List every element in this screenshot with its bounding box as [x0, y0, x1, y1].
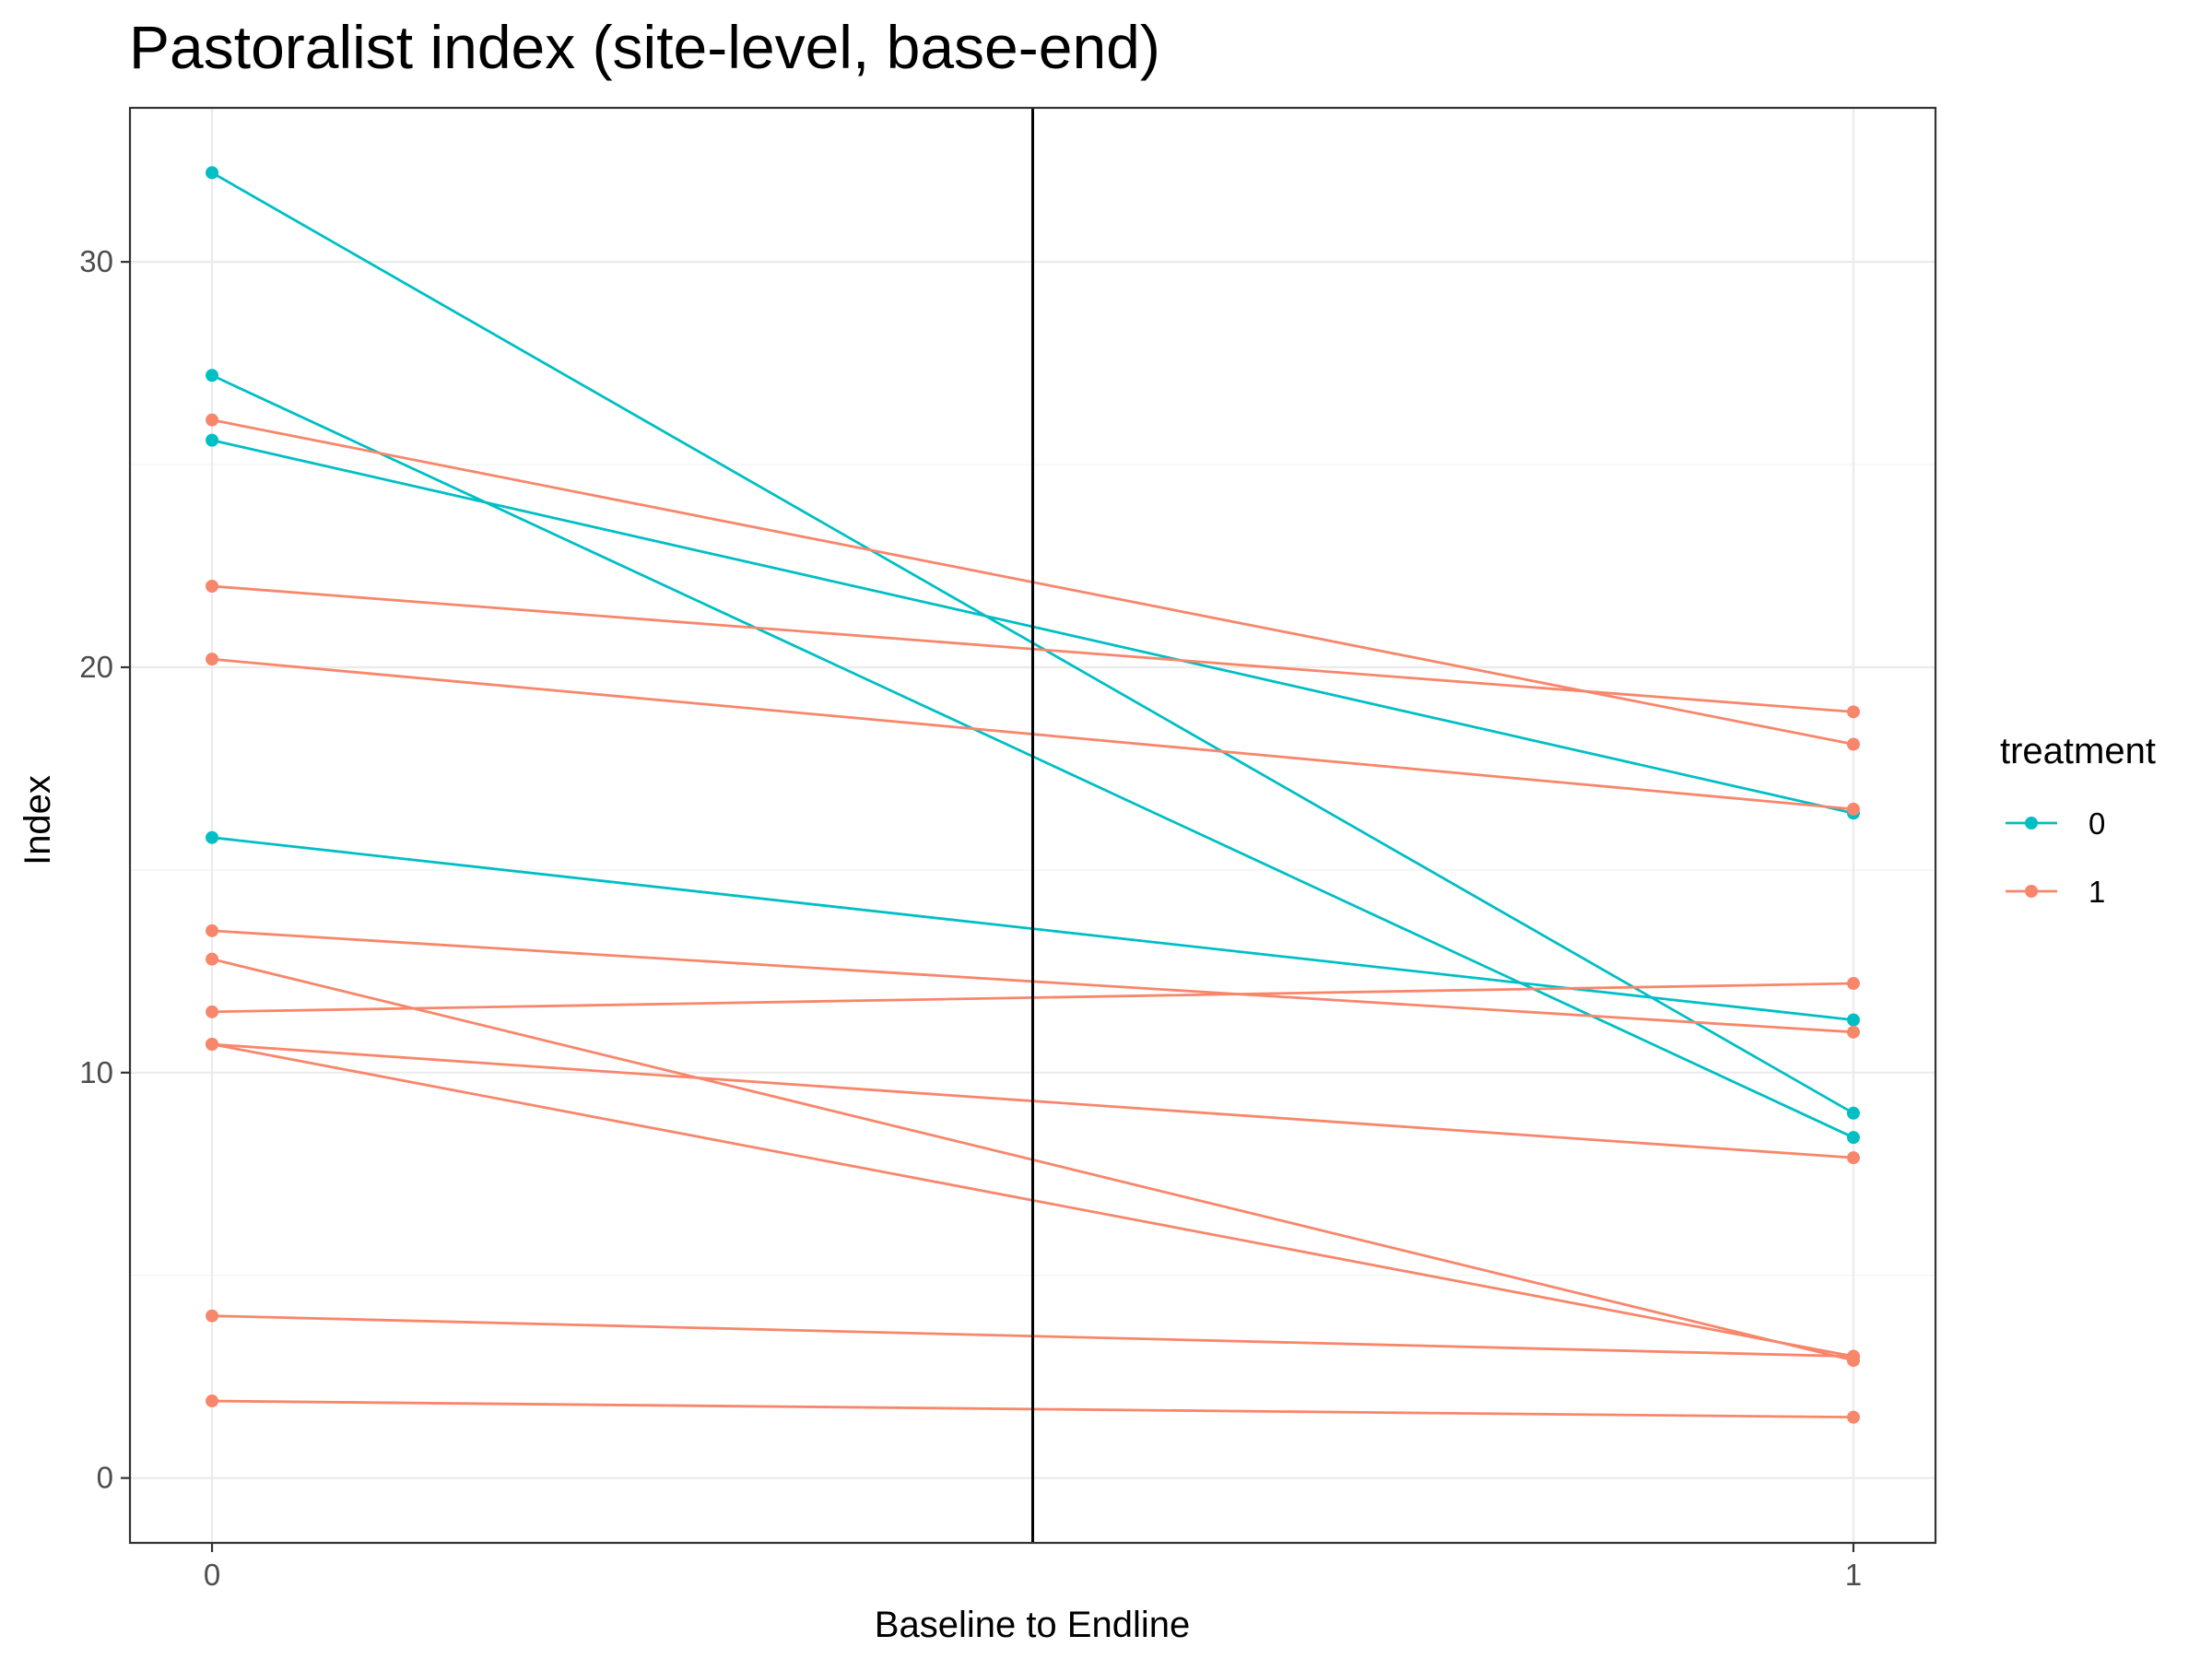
y-axis-title: Index	[18, 775, 58, 865]
points-treatment-1	[206, 413, 1860, 1424]
baseline-point	[206, 952, 219, 966]
legend-key-point	[2025, 885, 2038, 898]
chart-title: Pastoralist index (site-level, base-end)	[129, 13, 1160, 81]
endline-point	[1846, 1131, 1860, 1145]
legend: treatment 0 1	[2000, 731, 2156, 909]
baseline-point	[206, 580, 219, 593]
legend-key-point	[2025, 817, 2038, 830]
endline-point	[1846, 1410, 1860, 1424]
baseline-point	[206, 369, 219, 382]
y-tick-label: 10	[79, 1055, 113, 1089]
legend-title: treatment	[2000, 731, 2156, 771]
plot-panel-border	[128, 106, 1937, 1545]
axes: 0 10 20 30 0 1	[79, 244, 1862, 1592]
baseline-point	[206, 1005, 219, 1018]
points-treatment-0	[206, 166, 1860, 1145]
legend-item-1: 1	[2006, 875, 2105, 909]
endline-point	[1846, 802, 1860, 816]
legend-label: 0	[2088, 806, 2105, 841]
x-axis-title: Baseline to Endline	[875, 1605, 1190, 1645]
endline-point	[1846, 977, 1860, 991]
baseline-point	[206, 924, 219, 937]
endline-point	[1846, 1013, 1860, 1027]
baseline-point	[206, 830, 219, 844]
endline-point	[1846, 1349, 1860, 1363]
endline-point	[1846, 705, 1860, 719]
legend-item-0: 0	[2006, 806, 2105, 841]
endline-point	[1846, 1106, 1860, 1120]
x-tick-label: 1	[1845, 1558, 1862, 1592]
baseline-point	[206, 1394, 219, 1408]
baseline-point	[206, 1038, 219, 1052]
baseline-point	[206, 166, 219, 180]
endline-point	[1846, 1025, 1860, 1039]
legend-label: 1	[2088, 875, 2105, 909]
y-tick-label: 0	[97, 1461, 113, 1495]
baseline-point	[206, 1309, 219, 1323]
baseline-point	[206, 413, 219, 427]
y-tick-label: 30	[79, 244, 113, 278]
endline-point	[1846, 1151, 1860, 1165]
x-tick-label: 0	[204, 1558, 220, 1592]
baseline-point	[206, 433, 219, 447]
baseline-point	[206, 653, 219, 666]
endline-point	[1846, 737, 1860, 751]
y-tick-label: 20	[79, 650, 113, 684]
